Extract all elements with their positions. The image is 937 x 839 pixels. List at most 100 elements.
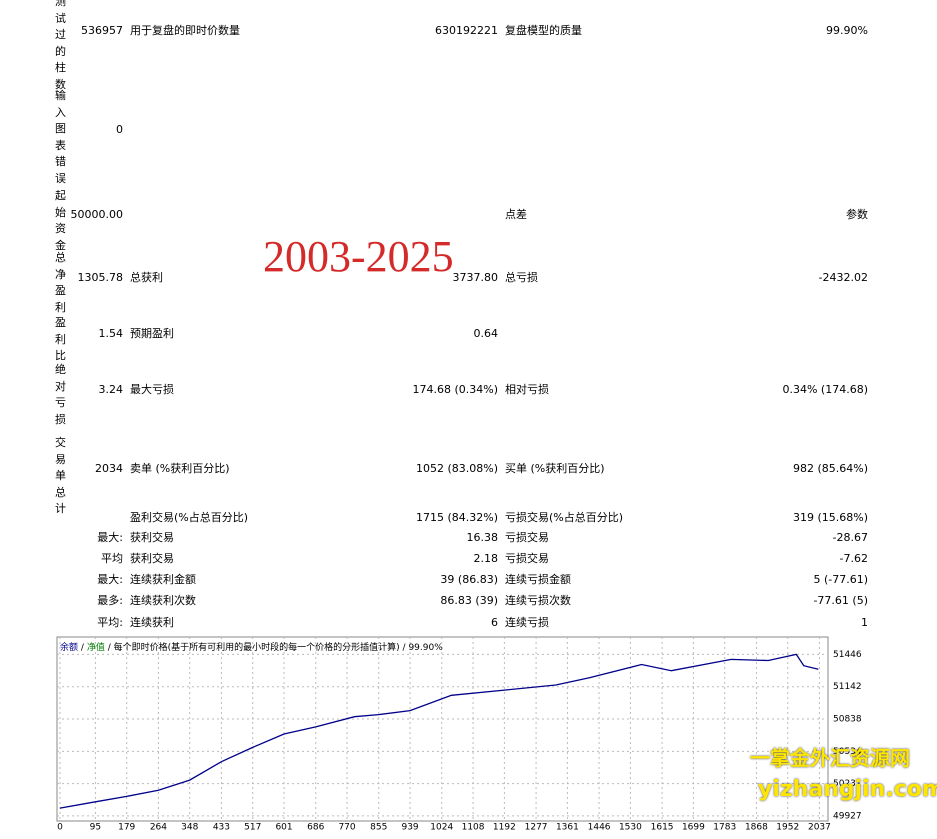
row-value: 最大: (97, 531, 123, 544)
row-value: 3.24 (98, 383, 124, 396)
plot-frame (56, 636, 829, 822)
item2-value: 参数 (846, 208, 868, 221)
item2-value: 1 (861, 616, 868, 629)
item2-label: 连续亏损金额 (505, 573, 571, 586)
item2-label: 亏损交易 (505, 531, 549, 544)
row-label: 起始资金 (55, 189, 66, 252)
item-label: 获利交易 (130, 552, 174, 565)
item-label: 用于复盘的即时价数量 (130, 24, 240, 37)
x-tick-label: 1699 (682, 823, 705, 833)
item2-value: 5 (-77.61) (813, 573, 868, 586)
x-tick-label: 264 (150, 823, 167, 833)
separator: / (108, 643, 112, 653)
y-tick-label: 50231 (833, 779, 862, 789)
item-label: 盈利交易(%占总百分比) (130, 511, 249, 524)
item-value: 86.83 (39) (440, 594, 498, 607)
item-label: 总获利 (130, 271, 163, 284)
item2-value: 0.34% (174.68) (782, 383, 868, 396)
x-tick-label: 1361 (556, 823, 579, 833)
y-tick-label: 51446 (833, 650, 862, 660)
chart-header: 余额 / 净值 / 每个即时价格(基于所有可利用的最小时段的每一个价格的分形插值… (60, 641, 443, 653)
x-tick-label: 770 (338, 823, 355, 833)
row-value: 1.54 (98, 327, 124, 340)
row-value: 平均 (101, 552, 123, 565)
row-value: 1305.78 (77, 271, 124, 284)
x-tick-label: 855 (370, 823, 387, 833)
x-tick-label: 1277 (525, 823, 548, 833)
separator: / (81, 643, 85, 653)
item-label: 连续获利次数 (130, 594, 196, 607)
legend-entry: 余额 (60, 641, 78, 653)
row-label: 输入图表错误 (55, 89, 66, 185)
balance-line (59, 653, 819, 809)
x-tick-label: 95 (90, 823, 101, 833)
equity-chart: 49927 50231 50534 50838 51142 51446 0 95 179 264 3… (56, 636, 862, 833)
item-value: 39 (86.83) (440, 573, 498, 586)
row-value: 2034 (95, 462, 123, 475)
watermark-url: yizhangjin.com (758, 777, 937, 802)
row-value: 平均: (97, 616, 123, 629)
quality-text: 99.90% (408, 643, 443, 653)
x-tick-label: 939 (401, 823, 418, 833)
x-tick-label: 2037 (808, 823, 831, 833)
row-label: 盈利比 (55, 316, 66, 362)
item-label: 最大亏损 (130, 383, 174, 396)
item2-value: 982 (85.64%) (792, 462, 868, 475)
item-value: 3737.80 (452, 271, 499, 284)
item2-label: 连续亏损 (505, 616, 549, 629)
row-value: 0 (116, 123, 123, 136)
x-tick-label: 1952 (776, 823, 799, 833)
row-value: 最大: (97, 573, 123, 586)
item-value: 16.38 (466, 531, 499, 544)
x-tick-label: 1446 (588, 823, 611, 833)
x-tick-label: 179 (118, 823, 135, 833)
x-tick-label: 1192 (493, 823, 516, 833)
row-value: 50000.00 (70, 208, 124, 221)
item2-label: 点差 (505, 208, 527, 221)
x-tick-label: 1615 (651, 823, 674, 833)
x-tick-label: 0 (57, 823, 63, 833)
item-value: 1715 (84.32%) (415, 511, 498, 524)
item2-label: 连续亏损次数 (505, 594, 571, 607)
item2-label: 复盘模型的质量 (505, 24, 582, 37)
row-label: 交易单总计 (55, 436, 66, 515)
legend-entry: 净值 (87, 641, 105, 653)
item-label: 获利交易 (130, 531, 174, 544)
row-label: 总净盈利 (55, 251, 66, 314)
row-label: 测试过的柱数 (55, 0, 66, 91)
row-value: 最多: (97, 594, 123, 607)
item-label: 卖单 (%获利百分比) (130, 462, 230, 475)
model-text: 每个即时价格(基于所有可利用的最小时段的每一个价格的分形插值计算) (114, 641, 400, 653)
item2-value: -77.61 (5) (813, 594, 868, 607)
item-value: 174.68 (0.34%) (412, 383, 498, 396)
x-tick-label: 1108 (462, 823, 485, 833)
x-tick-label: 348 (181, 823, 198, 833)
item2-label: 买单 (%获利百分比) (505, 462, 605, 475)
x-tick-label: 686 (307, 823, 324, 833)
y-tick-label: 51142 (833, 682, 862, 692)
row-label: 绝对亏损 (55, 363, 66, 426)
item2-label: 亏损交易 (505, 552, 549, 565)
separator: / (403, 643, 407, 653)
item-label: 预期盈利 (130, 327, 174, 340)
item2-value: -7.62 (839, 552, 868, 565)
item-value: 630192221 (435, 24, 498, 37)
x-tick-label: 517 (244, 823, 261, 833)
item2-value: 99.90% (826, 24, 868, 37)
x-tick-label: 601 (275, 823, 292, 833)
overlay-title: 2003-2025 (263, 232, 454, 281)
item2-value: -28.67 (832, 531, 868, 544)
item2-label: 总亏损 (505, 271, 538, 284)
x-tick-label: 433 (213, 823, 230, 833)
y-tick-label: 50534 (833, 747, 862, 757)
item2-label: 亏损交易(%占总百分比) (505, 511, 624, 524)
watermark: 一掌金外汇资源网 (750, 746, 910, 770)
x-tick-label: 1868 (745, 823, 768, 833)
item2-label: 相对亏损 (505, 383, 549, 396)
item-label: 连续获利 (130, 616, 174, 629)
item2-value: 319 (15.68%) (792, 511, 868, 524)
item-value: 0.64 (473, 327, 499, 340)
x-tick-label: 1783 (713, 823, 736, 833)
x-tick-label: 1530 (619, 823, 642, 833)
